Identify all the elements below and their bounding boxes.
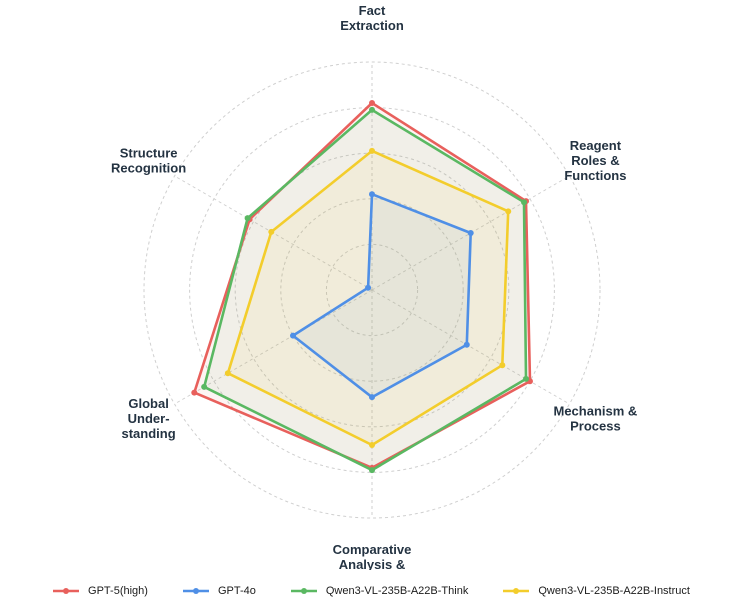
- legend: GPT-5(high) GPT-4o Qwen3-VL-235B-A22B-Th…: [0, 578, 742, 604]
- data-point-qwen3-vl-235b-a22b-instruct-comparative: [369, 442, 375, 449]
- axis-label-line: Under-: [128, 411, 170, 426]
- legend-label: Qwen3-VL-235B-A22B-Instruct: [538, 585, 690, 597]
- legend-label: GPT-5(high): [88, 585, 148, 597]
- data-point-qwen3-vl-235b-a22b-instruct-global: [224, 370, 231, 377]
- legend-label: Qwen3-VL-235B-A22B-Think: [325, 585, 469, 597]
- axis-label-line: Roles &: [571, 153, 619, 168]
- data-point-gpt-5-high-global: [191, 389, 198, 396]
- series-fill-gpt-5-high: [194, 103, 531, 468]
- grid-ring: [325, 243, 419, 337]
- series-lines: [191, 100, 533, 474]
- series-fill-gpt-4o: [293, 194, 471, 398]
- grid-spoke: [174, 289, 373, 405]
- axis-label-line: Comparative: [333, 542, 412, 557]
- axis-label-line: Process: [570, 419, 621, 434]
- axis-labels: Fact Extraction Reagent Roles & Functions Mec…: [111, 3, 637, 570]
- data-point-qwen3-vl-235b-a22b-think-mechanism: [523, 375, 530, 382]
- axis-label-line: Mechanism &: [553, 404, 637, 419]
- data-point-qwen3-vl-235b-a22b-think-reagent: [521, 199, 528, 206]
- data-point-qwen3-vl-235b-a22b-instruct-mechanism: [499, 362, 506, 369]
- data-point-qwen3-vl-235b-a22b-instruct-fact: [369, 147, 375, 154]
- axis-label-line: Structure: [120, 146, 178, 161]
- grid-ring: [280, 198, 464, 382]
- axis-label-mechanism: Mechanism & Process: [553, 404, 637, 434]
- data-point-qwen3-vl-235b-a22b-instruct-reagent: [505, 208, 512, 215]
- axis-label-line: standing: [122, 426, 176, 441]
- data-point-gpt-4o-fact: [369, 191, 375, 198]
- series-fill-qwen3-vl-235b-a22b-instruct: [227, 150, 509, 445]
- axis-label-reagent: Reagent Roles & Functions: [564, 138, 626, 183]
- data-point-gpt-4o-comparative: [369, 394, 375, 401]
- data-point-gpt-4o-reagent: [467, 230, 474, 236]
- data-point-gpt-4o-mechanism: [463, 341, 470, 348]
- data-point-gpt-4o-global: [290, 332, 297, 339]
- legend-swatch: [53, 588, 80, 594]
- data-point-qwen3-vl-235b-a22b-think-comparative: [369, 467, 375, 474]
- axis-label-line: Extraction: [340, 18, 404, 33]
- axis-label-line: Functions: [564, 168, 626, 183]
- data-point-qwen3-vl-235b-a22b-think-structure: [244, 215, 251, 222]
- legend-item-qwen-instruct: Qwen3-VL-235B-A22B-Instruct: [502, 585, 690, 597]
- axis-label-line: Reagent: [570, 138, 622, 153]
- legend-swatch: [182, 588, 209, 594]
- legend-swatch: [503, 588, 530, 594]
- axis-label-structure: Structure Recognition: [111, 146, 186, 176]
- legend-label: GPT-4o: [217, 585, 256, 597]
- axis-label-line: Analysis &: [339, 557, 405, 570]
- axis-label-global: Global Under-standing: [122, 396, 176, 441]
- legend-item-gpt5-high: GPT-5(high): [52, 585, 148, 597]
- data-point-qwen3-vl-235b-a22b-think-global: [201, 383, 208, 390]
- radar-chart: Fact Extraction Reagent Roles & Functions Mec…: [111, 3, 637, 570]
- legend-item-gpt4o: GPT-4o: [182, 585, 256, 597]
- axis-label-fact: Fact Extraction: [340, 3, 404, 33]
- legend-swatch: [290, 588, 317, 594]
- data-point-gpt-4o-structure: [365, 284, 372, 291]
- axis-label-line: Recognition: [111, 161, 186, 176]
- data-point-gpt-5-high-fact: [369, 100, 375, 107]
- legend-item-qwen-think: Qwen3-VL-235B-A22B-Think: [290, 585, 468, 597]
- axis-label-line: Fact: [359, 3, 386, 18]
- data-point-qwen3-vl-235b-a22b-instruct-structure: [268, 228, 275, 235]
- axis-label-line: Global: [128, 396, 168, 411]
- grid-spoke: [371, 289, 570, 405]
- data-point-qwen3-vl-235b-a22b-think-fact: [369, 106, 375, 113]
- grid-ring: [143, 61, 601, 519]
